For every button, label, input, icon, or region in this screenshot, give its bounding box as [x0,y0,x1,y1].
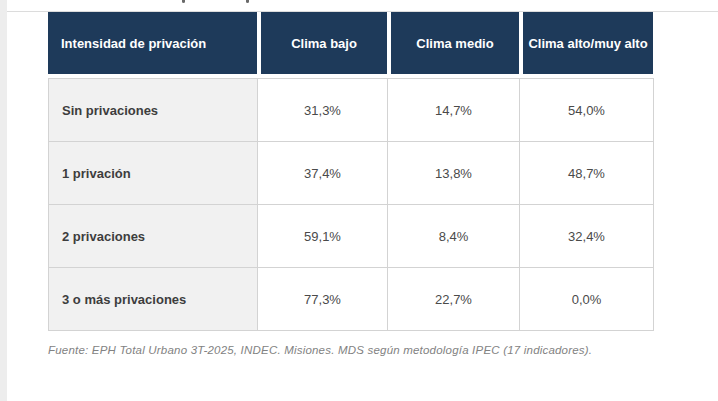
privation-climate-table: Intensidad de privación Clima bajo Clima… [48,12,653,331]
header-cell-intensidad: Intensidad de privación [48,12,257,74]
clipped-title-remnant [246,0,249,3]
cell-value: 22,7% [388,268,520,331]
row-label: Sin privaciones [49,79,258,142]
header-cell-clima-alto: Clima alto/muy alto [519,12,653,74]
row-label: 2 privaciones [49,205,258,268]
cell-value: 13,8% [388,142,520,205]
source-note: Fuente: EPH Total Urbano 3T-2025, INDEC.… [48,344,688,356]
cell-value: 8,4% [388,205,520,268]
table-body: Sin privaciones 31,3% 14,7% 54,0% 1 priv… [48,78,654,331]
cell-value: 77,3% [258,268,388,331]
table-row: 2 privaciones 59,1% 8,4% 32,4% [49,205,654,268]
row-label: 1 privación [49,142,258,205]
cell-value: 32,4% [520,205,654,268]
table-header-row: Intensidad de privación Clima bajo Clima… [48,12,653,74]
header-cell-clima-medio: Clima medio [387,12,519,74]
table-row: 3 o más privaciones 77,3% 22,7% 0,0% [49,268,654,331]
clipped-title-remnant [182,0,185,3]
row-label: 3 o más privaciones [49,268,258,331]
cell-value: 37,4% [258,142,388,205]
cell-value: 48,7% [520,142,654,205]
cell-value: 14,7% [388,79,520,142]
cell-value: 31,3% [258,79,388,142]
cell-value: 54,0% [520,79,654,142]
cell-value: 0,0% [520,268,654,331]
table-row: 1 privación 37,4% 13,8% 48,7% [49,142,654,205]
page-left-gutter [0,0,7,401]
table-row: Sin privaciones 31,3% 14,7% 54,0% [49,79,654,142]
header-cell-clima-bajo: Clima bajo [257,12,387,74]
cell-value: 59,1% [258,205,388,268]
